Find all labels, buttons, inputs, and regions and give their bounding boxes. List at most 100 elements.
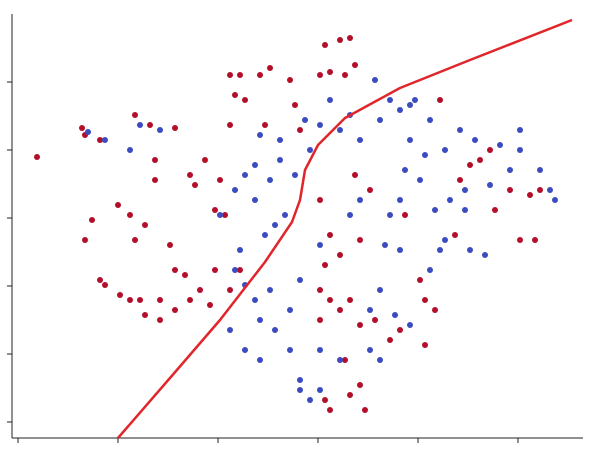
point [537,187,543,193]
boundary-line [117,18,573,439]
point [377,117,383,123]
point [402,167,408,173]
point [507,187,513,193]
point [357,237,363,243]
point [117,292,123,298]
point [97,277,103,283]
point [432,207,438,213]
point [307,397,313,403]
point [277,157,283,163]
point [397,107,403,113]
point [137,122,143,128]
point [157,127,163,133]
point [347,212,353,218]
point [537,167,543,173]
point [292,102,298,108]
point [442,147,448,153]
point [527,192,533,198]
point [357,197,363,203]
point [427,117,433,123]
point [467,247,473,253]
point [317,317,323,323]
point [492,207,498,213]
point [127,147,133,153]
point [422,297,428,303]
point [417,277,423,283]
point [252,197,258,203]
point [252,162,258,168]
point [517,127,523,133]
point [337,357,343,363]
point [327,232,333,238]
point [252,297,258,303]
point [412,97,418,103]
point [242,97,248,103]
point [222,212,228,218]
point [34,154,40,160]
point [172,267,178,273]
point [422,342,428,348]
point [442,237,448,243]
point [292,172,298,178]
point [402,212,408,218]
point [317,287,323,293]
point [407,322,413,328]
point [85,129,91,135]
point [497,142,503,148]
point [267,65,273,71]
point [277,137,283,143]
point [197,287,203,293]
point [452,232,458,238]
point [297,387,303,393]
point [457,177,463,183]
point [377,287,383,293]
point [152,177,158,183]
point [372,317,378,323]
point [342,357,348,363]
point [327,69,333,75]
point [347,392,353,398]
point [97,137,103,143]
point [317,72,323,78]
point [267,287,273,293]
point [237,72,243,78]
point [272,222,278,228]
point [267,177,273,183]
point [322,397,328,403]
point [322,42,328,48]
point [262,232,268,238]
point [207,302,213,308]
point [437,97,443,103]
point [317,347,323,353]
point [517,147,523,153]
point [257,317,263,323]
point [167,242,173,248]
point [547,187,553,193]
point [367,347,373,353]
point [462,207,468,213]
point [487,182,493,188]
point [372,77,378,83]
point [457,127,463,133]
point [387,97,393,103]
point [227,327,233,333]
point [187,297,193,303]
point [142,312,148,318]
point [507,167,513,173]
point [237,247,243,253]
point [257,357,263,363]
point [142,222,148,228]
point [127,297,133,303]
point [102,137,108,143]
point [257,132,263,138]
point [217,177,223,183]
point [517,237,523,243]
point [357,137,363,143]
point [342,72,348,78]
point [477,157,483,163]
point [387,337,393,343]
point [212,267,218,273]
point [357,322,363,328]
point [127,212,133,218]
